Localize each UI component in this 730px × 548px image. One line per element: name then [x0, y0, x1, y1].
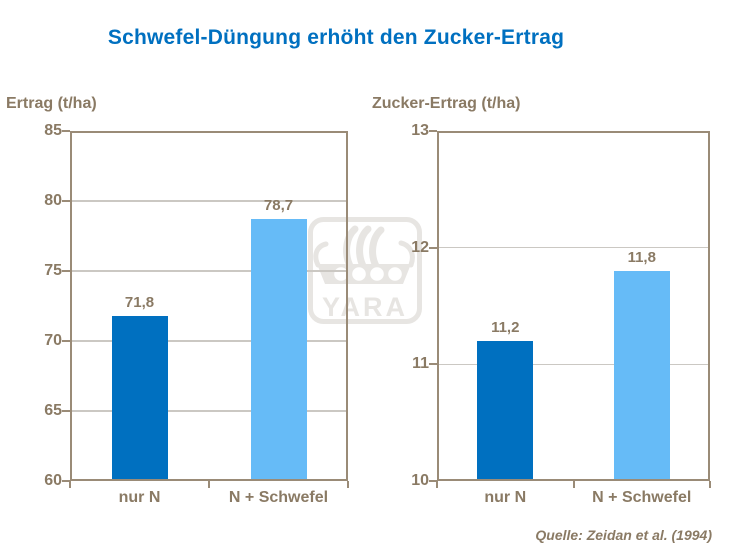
gridline	[439, 246, 708, 249]
y-axis-tick-label: 65	[44, 402, 62, 419]
plot-area-border	[70, 131, 348, 481]
source-citation: Quelle: Zeidan et al. (1994)	[535, 527, 712, 543]
x-axis-tick	[436, 481, 438, 488]
y-axis-tick	[429, 130, 437, 132]
bar-value-label: 11,8	[627, 249, 656, 266]
y-axis-tick-label: 85	[44, 122, 62, 139]
x-axis-tick	[347, 481, 349, 488]
y-axis-tick	[62, 410, 70, 412]
bar-n-+-schwefel	[613, 271, 670, 479]
y-axis-title-zucker-ertrag: Zucker-Ertrag (t/ha)	[372, 95, 521, 112]
x-axis-tick	[69, 481, 71, 488]
bar-value-label: 11,2	[491, 319, 520, 336]
x-category-label: nur N	[484, 489, 527, 506]
y-axis-tick-label: 11	[412, 355, 429, 373]
y-axis-tick-label: 12	[411, 238, 429, 256]
yara-watermark: YARA	[308, 217, 422, 324]
gridline	[439, 363, 708, 366]
y-axis-tick	[429, 363, 437, 366]
y-axis-tick-label: 13	[411, 122, 429, 139]
gridline	[72, 270, 346, 272]
x-category-label: N + Schwefel	[228, 489, 329, 506]
y-axis-tick	[62, 340, 70, 342]
y-axis-tick-label: 80	[44, 192, 62, 209]
x-axis-tick	[208, 481, 210, 488]
bar-value-label: 78,7	[263, 197, 294, 215]
y-axis-tick	[62, 130, 70, 132]
x-category-label: nur N	[118, 489, 161, 506]
x-axis-tick	[572, 481, 575, 488]
y-axis-tick-label: 60	[44, 472, 62, 489]
x-category-label: N + Schwefel	[592, 489, 692, 506]
gridline	[72, 410, 346, 412]
bar-n-+-schwefel	[250, 219, 307, 479]
y-axis-title-ertrag: Ertrag (t/ha)	[6, 95, 97, 112]
y-axis-tick-label: 10	[411, 472, 429, 489]
y-axis-tick	[62, 480, 70, 482]
viking-ship-icon	[313, 225, 415, 284]
gridline	[72, 200, 346, 202]
yara-wordmark: YARA	[322, 292, 408, 322]
y-axis-tick-label: 75	[44, 262, 62, 279]
plot-area-border	[437, 131, 710, 481]
bar-nur-n	[111, 315, 168, 479]
y-axis-tick	[429, 480, 437, 482]
gridline	[72, 340, 346, 342]
y-axis-tick	[429, 246, 437, 249]
y-axis-tick	[62, 270, 70, 272]
x-axis-tick	[709, 481, 711, 488]
bar-nur-n	[477, 341, 534, 479]
y-axis-tick-label: 70	[44, 332, 62, 349]
bar-value-label: 71,8	[124, 293, 155, 311]
y-axis-tick	[62, 200, 70, 202]
page-title: Schwefel-Düngung erhöht den Zucker-Ertra…	[107, 26, 565, 49]
